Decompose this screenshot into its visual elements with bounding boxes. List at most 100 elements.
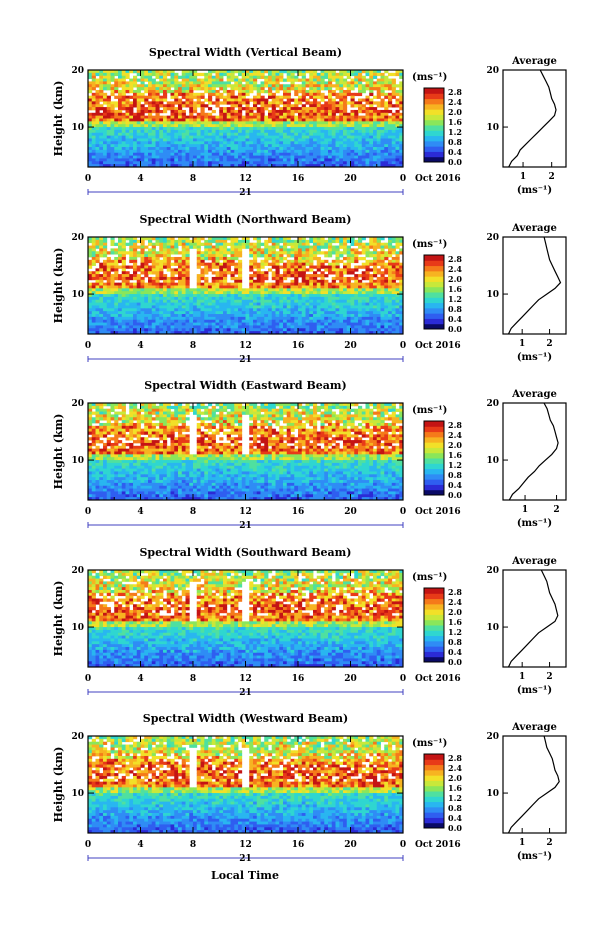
heatmap-cell (361, 104, 366, 108)
heatmap-cell (185, 89, 190, 94)
heatmap-cell (226, 152, 231, 156)
heatmap-cell (189, 138, 194, 142)
heatmap-cell (133, 294, 138, 298)
heatmap-cell (148, 279, 153, 284)
heatmap-cell (331, 70, 336, 74)
heatmap-cell (384, 132, 389, 137)
heatmap-cell (309, 239, 314, 244)
heatmap-cell (204, 158, 209, 162)
heatmap-cell (163, 155, 168, 159)
heatmap-cell (219, 141, 224, 145)
heatmap-cell (103, 254, 108, 258)
heatmap-cell (391, 262, 396, 266)
heatmap-cell (133, 265, 138, 269)
heatmap-cell (384, 256, 389, 261)
heatmap-cell (185, 316, 190, 321)
heatmap-cell (103, 282, 108, 286)
heatmap-cell (208, 132, 213, 137)
heatmap-cell (290, 291, 295, 295)
heatmap-cell (219, 282, 224, 286)
heatmap-cell (380, 84, 385, 88)
heatmap-cell (208, 164, 213, 168)
heatmap-cell (189, 89, 194, 94)
heatmap-cell (95, 70, 100, 74)
heatmap-cell (95, 164, 100, 168)
heatmap-cell (95, 302, 100, 306)
heatmap-cell (373, 101, 378, 105)
heatmap-cell (283, 87, 288, 91)
heatmap-cell (189, 296, 194, 301)
heatmap-cell (391, 299, 396, 304)
heatmap-cell (181, 237, 186, 241)
heatmap-cell (129, 112, 134, 117)
heatmap-cell (174, 132, 179, 137)
heatmap-cell (114, 87, 119, 91)
heatmap-cell (174, 311, 179, 315)
heatmap-cell (125, 299, 130, 304)
heatmap-cell (331, 155, 336, 159)
heatmap-cell (170, 314, 175, 318)
heatmap-cell (260, 319, 265, 323)
heatmap-cell (88, 314, 93, 318)
heatmap-cell (148, 319, 153, 323)
heatmap-cell (189, 104, 194, 108)
heatmap-cell (193, 70, 198, 74)
heatmap-cell (283, 135, 288, 139)
heatmap-cell (245, 107, 250, 111)
heatmap-cell (238, 129, 243, 134)
heatmap-cell (361, 282, 366, 286)
heatmap-cell (133, 314, 138, 318)
heatmap-cell (316, 138, 321, 142)
heatmap-cell (204, 72, 209, 77)
heatmap-cell (365, 308, 370, 312)
heatmap-cell (256, 276, 261, 281)
heatmap-cell (185, 124, 190, 128)
heatmap-cell (185, 276, 190, 281)
heatmap-cell (328, 296, 333, 301)
heatmap-cell (339, 72, 344, 77)
heatmap-cell (339, 288, 344, 292)
heatmap-cell (181, 282, 186, 286)
heatmap-cell (136, 129, 141, 134)
heatmap-cell (373, 107, 378, 111)
heatmap-cell (133, 164, 138, 168)
heatmap-cell (226, 115, 231, 119)
heatmap-cell (316, 78, 321, 82)
heatmap-cell (384, 276, 389, 281)
heatmap-cell (136, 164, 141, 168)
heatmap-cell (181, 242, 186, 246)
heatmap-cell (290, 72, 295, 77)
heatmap-cell (253, 149, 258, 154)
heatmap-cell (91, 129, 96, 134)
heatmap-cell (136, 149, 141, 154)
heatmap-cell (346, 112, 351, 117)
heatmap-cell (121, 245, 126, 249)
heatmap-cell (208, 314, 213, 318)
heatmap-cell (159, 302, 164, 306)
heatmap-cell (358, 135, 363, 139)
heatmap-cell (159, 299, 164, 304)
heatmap-cell (369, 311, 374, 315)
heatmap-cell (384, 95, 389, 99)
heatmap-cell (309, 282, 314, 286)
heatmap-cell (271, 98, 276, 102)
heatmap-cell (399, 115, 404, 119)
heatmap-cell (136, 141, 141, 145)
heatmap-cell (223, 242, 228, 246)
heatmap-cell (256, 161, 261, 165)
heatmap-cell (335, 149, 340, 154)
heatmap-cell (256, 72, 261, 77)
heatmap-cell (324, 155, 329, 159)
heatmap-cell (260, 248, 265, 252)
heatmap-cell (399, 112, 404, 117)
heatmap-cell (159, 274, 164, 278)
heatmap-cell (268, 311, 273, 315)
heatmap-cell (271, 75, 276, 79)
heatmap-cell (391, 237, 396, 241)
heatmap-cell (163, 127, 168, 131)
heatmap-cell (196, 161, 201, 165)
heatmap-cell (103, 78, 108, 82)
heatmap-cell (380, 101, 385, 105)
heatmap-cell (118, 285, 123, 289)
heatmap-cell (106, 251, 111, 255)
